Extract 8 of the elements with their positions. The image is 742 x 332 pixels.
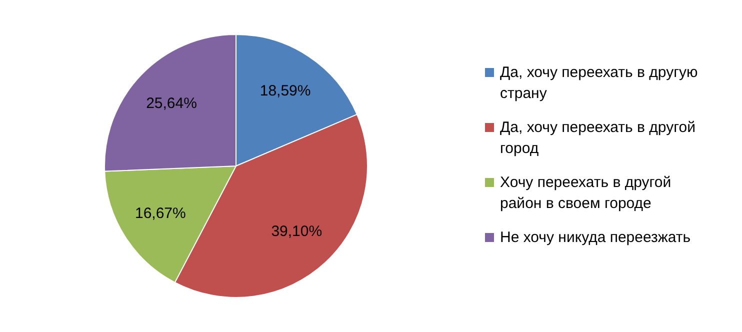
legend-label: Хочу переехать в другой район в своем городе — [500, 173, 672, 214]
data-label: 25,64% — [146, 95, 197, 112]
data-label: 39,10% — [271, 222, 322, 240]
data-label: 18,59% — [260, 82, 311, 100]
legend-label: Да, хочу переехать в другой город — [500, 118, 696, 159]
data-label: 16,67% — [134, 204, 186, 222]
legend-label: Не хочу никуда переезжать — [500, 228, 691, 248]
legend-label: Да, хочу переехать в другую страну — [500, 63, 699, 104]
